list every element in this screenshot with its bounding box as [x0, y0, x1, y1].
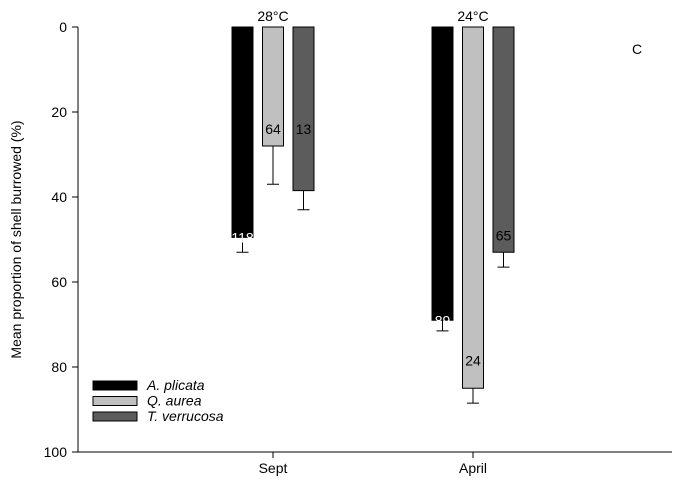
sample-size-label: 65: [496, 227, 512, 243]
bar-qaurea: [462, 26, 484, 389]
legend-label: Q. aurea: [147, 393, 202, 409]
y-tick-label: 60: [51, 274, 67, 290]
legend-label: A. plicata: [146, 377, 205, 393]
y-axis-title: Mean proportion of shell burrowed (%): [8, 120, 24, 358]
y-tick-label: 100: [44, 444, 68, 460]
legend-swatch: [92, 396, 138, 406]
y-tick-label: 80: [51, 359, 67, 375]
x-tick-label: Sept: [259, 460, 288, 476]
temperature-label: 28°C: [257, 8, 288, 24]
bar-tverrucosa: [492, 26, 515, 253]
temperature-label: 24°C: [457, 8, 488, 24]
sample-size-label: 24: [465, 353, 481, 369]
legend-swatch: [92, 411, 138, 422]
y-tick-label: 20: [51, 104, 67, 120]
sample-size-label: 118: [231, 229, 254, 245]
axes: 0 20 40 60 80 100 Mean proportion of shell bur…: [8, 19, 672, 476]
legend-label: T. verrucosa: [147, 408, 224, 424]
sample-size-label: 89: [435, 312, 451, 328]
panel-letter: C: [632, 41, 642, 57]
x-tick-label: April: [459, 460, 487, 476]
y-tick-label: 40: [51, 189, 67, 205]
bar-aplicata: [231, 26, 254, 238]
bar-aplicata: [431, 26, 454, 321]
y-tick-label: 0: [59, 19, 67, 35]
bars: [231, 26, 515, 404]
legend-swatch: [92, 380, 138, 391]
sample-size-label: 64: [265, 121, 281, 137]
bar-labels: 28°C 118 64 13 24°C 89 24 65 C: [231, 8, 642, 369]
bar-tverrucosa: [292, 26, 315, 192]
sample-size-label: 13: [296, 121, 312, 137]
